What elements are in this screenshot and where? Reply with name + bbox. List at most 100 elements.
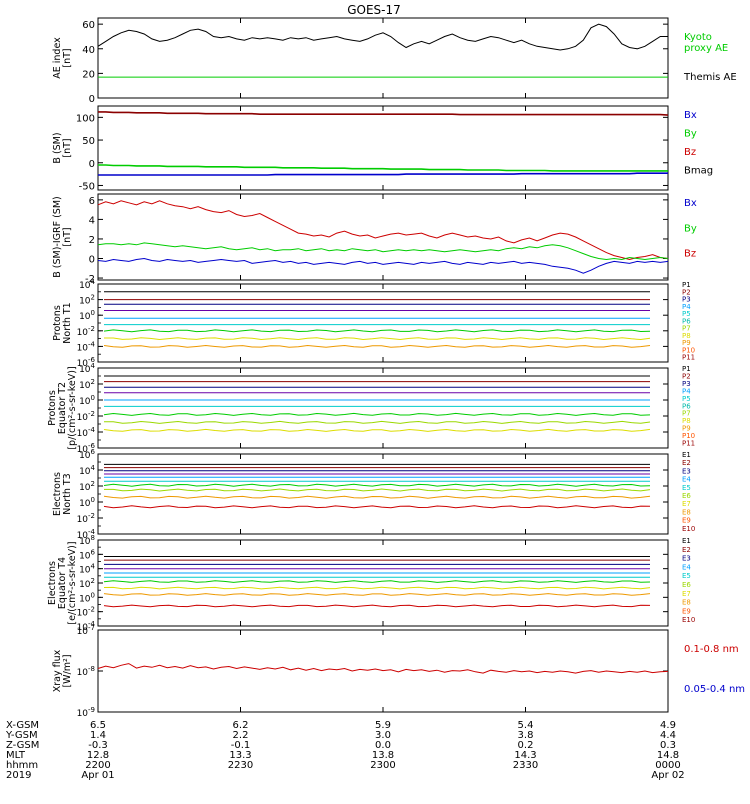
legend-item: P1 [682,365,691,373]
series-line-p7 [103,412,651,416]
x-row-label: 2019 [6,770,31,781]
x-cell: 2230 [228,760,253,771]
x-cell: Apr 01 [81,770,114,781]
legend-item: E8 [682,508,691,516]
legend: Bx By Bz Bmag [684,110,713,177]
series-line [97,200,669,261]
x-cell: 2300 [370,760,395,771]
panel-frame [97,283,669,363]
y-axis-label-line: North T1 [62,302,73,343]
series-line-e8 [104,488,651,492]
legend: Kyoto proxy AE Themis AE [683,32,737,83]
legend-item: E7 [682,590,691,598]
y-axis-label-line: Electrons [52,472,63,516]
x-cell: 1.4 [90,730,106,741]
y-axis-label-line: Electrons [47,561,58,605]
legend-item: E4 [682,563,691,571]
y-tick-label: 100 [79,309,95,322]
y-axis-label: B (SM)-IGRF (SM) [nT] [52,196,73,278]
y-axis-label-line: Equator T4 [57,557,68,609]
y-tick-label: 10-4 [77,426,96,439]
x-cell: 13.3 [229,750,251,761]
series-line [97,23,668,51]
y-tick-label: 106 [79,448,95,461]
legend-item: Bz [684,147,696,158]
legend-item: E6 [682,492,691,500]
y-tick-label: 10-8 [77,665,95,678]
y-axis-label-line: Equator T2 [57,382,68,434]
y-axis-label-line: [nT] [62,48,73,67]
chart-title: GOES-17 [347,3,401,17]
y-axis-label: Electrons North T3 [52,472,73,516]
x-cell: 0.2 [518,740,534,751]
x-cell: 0.3 [660,740,676,751]
legend-item: Bmag [684,166,713,177]
y-axis-label: Protons North T1 [52,302,73,343]
y-tick-label: 2 [89,235,95,246]
series-line [98,164,668,172]
legend-item: By [684,223,697,234]
x-cell: 6.5 [90,720,106,731]
series-line-p8 [104,420,651,424]
y-tick-label: 10-4 [77,620,96,633]
y-tick-label: 0 [89,159,95,170]
y-tick-label: 10-2 [77,512,95,525]
series-line [97,242,669,261]
series-line-e7 [103,483,651,487]
y-tick-label: 104 [79,563,95,576]
x-cell: 4.4 [660,730,676,741]
y-tick-label: 106 [79,548,95,561]
panel-frame [97,17,669,99]
legend-item: E2 [682,459,691,467]
x-cell: 14.8 [657,750,679,761]
legend-item: 0.05-0.4 nm [684,684,745,695]
legend-item: E1 [682,537,691,545]
y-axis-label-line: [e/(cm²-s-sr-keV)] [67,541,78,624]
y-tick-label: 10-9 [77,706,95,719]
legend-item: P4 [682,387,691,395]
series-line [97,257,669,274]
x-cell: 6.2 [233,720,249,731]
panel-8: 10-7 10-8 10-9 Xray flux [W/m²] 0.1-0.8 nm 0.0… [52,624,745,719]
y-axis-label-line: Xray flux [52,649,63,692]
y-tick-label: 60 [82,20,95,31]
legend-item: E10 [682,525,695,533]
x-row-label: hhmm [6,760,38,771]
legend-item: E2 [682,546,691,554]
x-cell: 2.2 [233,730,249,741]
legend-item: P10 [682,346,695,354]
legend-item: E3 [682,555,691,563]
y-tick-label: 6 [89,196,95,207]
legend-item: E1 [682,451,691,459]
y-tick-label: -50 [79,181,95,192]
legend-item: P3 [682,380,691,388]
y-axis-label-line: B (SM) [52,132,63,163]
series-line-e10 [103,604,651,608]
y-axis-label: Xray flux [W/m²] [52,649,73,692]
legend-item: E8 [682,599,691,607]
x-row-label: Z-GSM [6,740,39,751]
series-line-p8 [104,337,651,341]
legend-item: Themis AE [683,72,737,83]
x-cell: 4.9 [660,720,676,731]
panel-frame [97,105,669,191]
y-tick-label: 100 [79,591,95,604]
series-line [98,111,669,116]
y-axis-label-line: Protons [52,305,63,341]
series-line [97,663,669,674]
y-tick-label: 0 [89,94,95,105]
y-axis-label-line: North T3 [62,473,73,514]
y-axis-label: Protons Equator T2 [p/(cm²-s-sr-keV)] [47,366,78,449]
x-cell: 5.4 [518,720,534,731]
y-tick-label: 104 [79,362,95,375]
panel-3: 6 4 2 0 -2 B (SM)-IGRF (SM) [nT] Bx By Bz [52,193,697,285]
series-line-e9 [103,495,651,499]
legend-item: E5 [682,484,691,492]
legend-item: P11 [682,440,695,448]
